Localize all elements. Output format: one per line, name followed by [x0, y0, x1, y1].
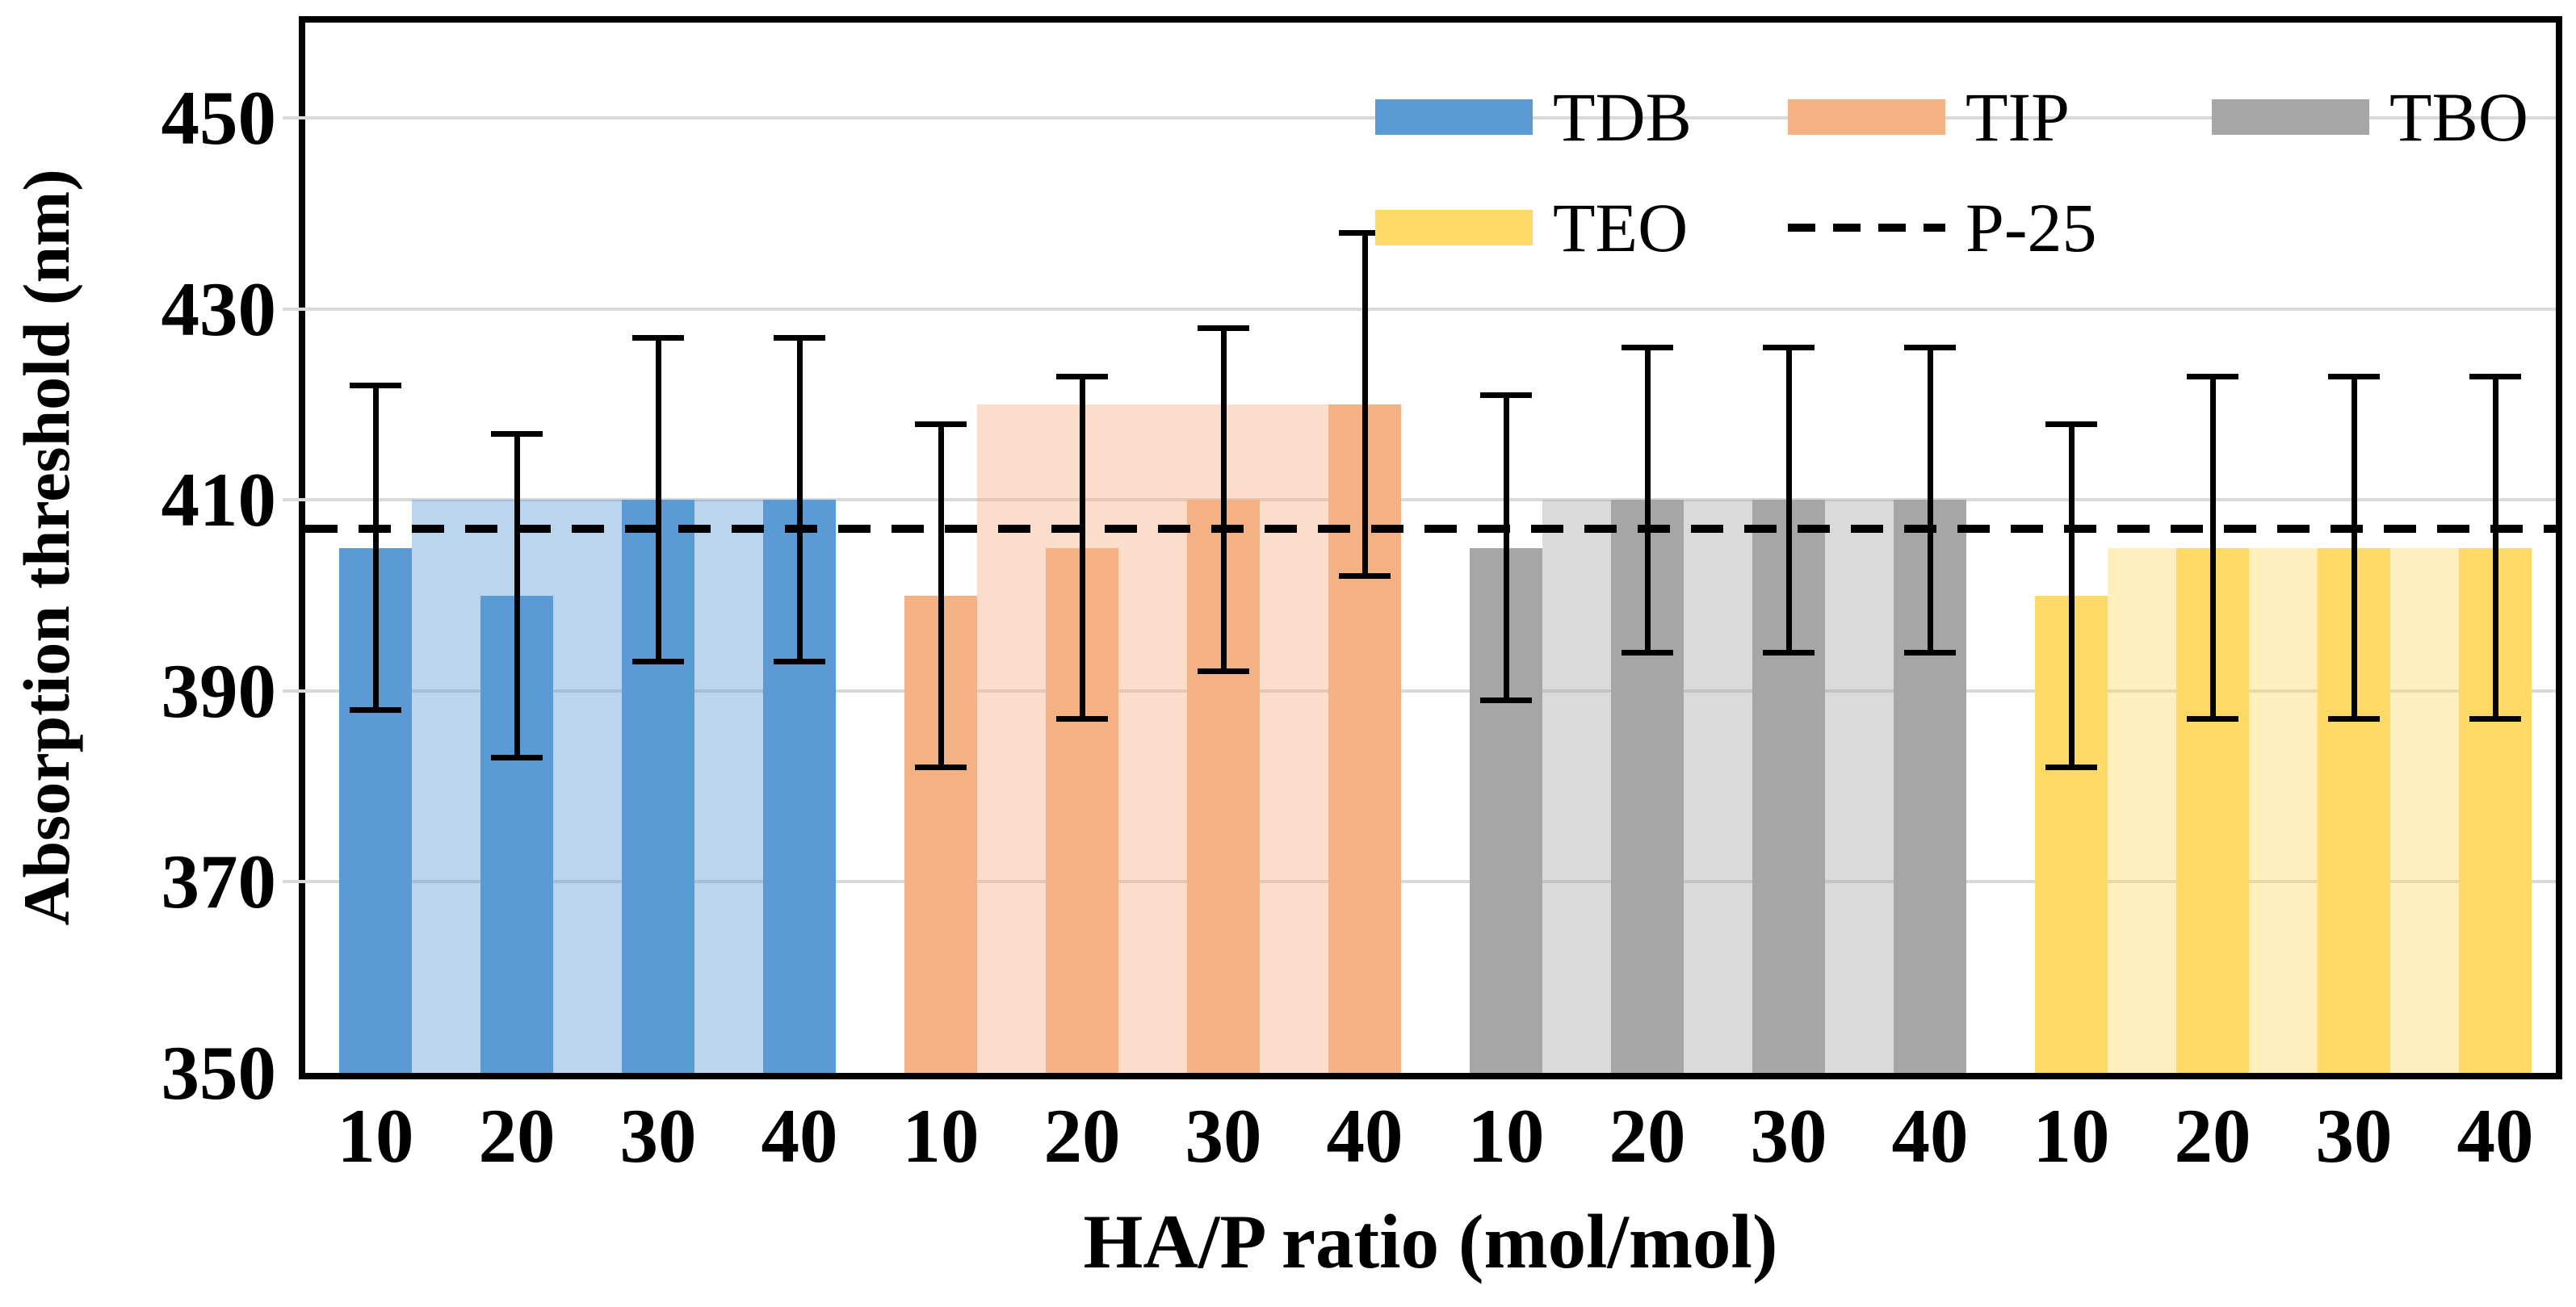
error-bar-TEO-40-line	[2493, 375, 2498, 720]
error-bar-TDB-40-cap-top	[774, 335, 825, 341]
error-bar-TEO-20-cap-top	[2187, 373, 2238, 379]
y-tick-mark-370	[283, 880, 305, 884]
error-bar-TDB-30-line	[656, 337, 661, 663]
error-bar-TBO-20-line	[1645, 347, 1651, 653]
error-bar-TDB-40-cap-bottom	[774, 659, 825, 665]
y-axis-title: Absorption threshold (nm)	[10, 169, 83, 926]
legend-swatch-TIP	[1788, 99, 1945, 135]
y-tick-label-450: 450	[161, 75, 277, 161]
x-tick-label-8: 10	[1467, 1093, 1545, 1179]
x-tick-label-10: 30	[1750, 1093, 1827, 1179]
x-tick-label-6: 30	[1185, 1093, 1262, 1179]
y-tick-label-410: 410	[161, 457, 277, 543]
x-tick-label-12: 10	[2033, 1093, 2110, 1179]
error-bar-TDB-20-cap-bottom	[491, 754, 543, 760]
legend-dash-line-P-25	[1788, 224, 1945, 232]
legend-label-TEO: TEO	[1553, 189, 1689, 266]
error-bar-TEO-40-cap-bottom	[2469, 716, 2521, 723]
legend-swatch-TDB	[1375, 99, 1533, 135]
error-bar-TBO-40-cap-top	[1904, 345, 1956, 351]
error-bar-TIP-40-line	[1362, 232, 1368, 576]
y-tick-mark-410	[283, 498, 305, 502]
legend-label-P-25: P-25	[1966, 189, 2097, 266]
error-bar-TDB-30-cap-top	[632, 335, 684, 341]
error-bar-TBO-10-line	[1504, 395, 1509, 701]
y-tick-mark-430	[283, 307, 305, 311]
error-bar-TEO-10-line	[2069, 423, 2075, 768]
error-bar-TEO-30-cap-bottom	[2328, 716, 2380, 723]
legend-swatch-TBO	[2212, 99, 2369, 135]
error-bar-TEO-30-line	[2352, 375, 2357, 720]
x-tick-label-9: 20	[1609, 1093, 1686, 1179]
legend-label-TBO: TBO	[2389, 78, 2528, 156]
gridline-410	[305, 498, 2556, 502]
x-tick-label-0: 10	[337, 1093, 414, 1179]
x-tick-label-2: 30	[619, 1093, 697, 1179]
error-bar-TIP-20-cap-top	[1056, 373, 1108, 379]
y-tick-mark-450	[283, 116, 305, 120]
legend-swatch-TEO	[1375, 210, 1533, 245]
x-tick-label-4: 10	[902, 1093, 980, 1179]
gridline-430	[305, 307, 2556, 311]
x-tick-label-15: 40	[2456, 1093, 2534, 1179]
error-bar-TIP-10-cap-bottom	[915, 764, 967, 770]
error-bar-TBO-30-line	[1786, 347, 1792, 653]
error-bar-TEO-20-line	[2210, 375, 2216, 720]
error-bar-TBO-30-cap-bottom	[1763, 649, 1815, 656]
error-bar-TDB-20-cap-top	[491, 430, 543, 437]
error-bar-TIP-10-line	[938, 423, 944, 768]
error-bar-TDB-10-cap-top	[350, 383, 401, 389]
y-tick-label-430: 430	[161, 266, 277, 352]
y-tick-label-390: 390	[161, 647, 277, 734]
error-bar-TDB-30-cap-bottom	[632, 659, 684, 665]
plot-area	[299, 16, 2562, 1079]
error-bar-TDB-40-line	[797, 337, 803, 663]
error-bar-TEO-40-cap-top	[2469, 373, 2521, 379]
gridline-370	[305, 880, 2556, 884]
error-bar-TIP-30-cap-bottom	[1198, 668, 1249, 675]
error-bar-TIP-20-line	[1080, 375, 1085, 720]
error-bar-TIP-40-cap-top	[1339, 230, 1391, 237]
gridline-390	[305, 689, 2556, 693]
error-bar-TBO-10-cap-bottom	[1480, 697, 1532, 703]
legend-label-TDB: TDB	[1553, 78, 1692, 156]
x-tick-label-14: 30	[2315, 1093, 2393, 1179]
x-tick-label-7: 40	[1326, 1093, 1403, 1179]
error-bar-TDB-10-cap-bottom	[350, 706, 401, 713]
error-bar-TBO-10-cap-top	[1480, 392, 1532, 399]
error-bar-TIP-30-cap-top	[1198, 325, 1249, 332]
error-bar-TDB-10-line	[373, 385, 379, 710]
y-tick-label-370: 370	[161, 839, 277, 925]
p25-reference-line	[305, 524, 2556, 533]
x-tick-label-3: 40	[761, 1093, 838, 1179]
y-tick-mark-390	[283, 689, 305, 693]
error-bar-TEO-10-cap-top	[2045, 421, 2097, 427]
error-bar-TBO-40-line	[1928, 347, 1933, 653]
error-bar-TEO-30-cap-top	[2328, 373, 2380, 379]
legend-label-TIP: TIP	[1966, 78, 2070, 156]
error-bar-TIP-40-cap-bottom	[1339, 572, 1391, 579]
error-bar-TBO-20-cap-top	[1622, 345, 1673, 351]
x-tick-label-13: 20	[2174, 1093, 2251, 1179]
x-tick-label-11: 40	[1891, 1093, 1969, 1179]
error-bar-TIP-10-cap-top	[915, 421, 967, 427]
error-bar-TIP-20-cap-bottom	[1056, 716, 1108, 723]
x-tick-label-5: 20	[1043, 1093, 1121, 1179]
error-bar-TBO-40-cap-bottom	[1904, 649, 1956, 656]
error-bar-TEO-20-cap-bottom	[2187, 716, 2238, 723]
error-bar-TIP-30-line	[1221, 328, 1227, 672]
error-bar-TBO-20-cap-bottom	[1622, 649, 1673, 656]
error-bar-TBO-30-cap-top	[1763, 345, 1815, 351]
x-axis-title: HA/P ratio (mol/mol)	[1083, 1199, 1778, 1284]
y-tick-label-350: 350	[161, 1030, 277, 1116]
x-tick-label-1: 20	[478, 1093, 556, 1179]
error-bar-TDB-20-line	[514, 433, 520, 758]
error-bar-TEO-10-cap-bottom	[2045, 764, 2097, 770]
